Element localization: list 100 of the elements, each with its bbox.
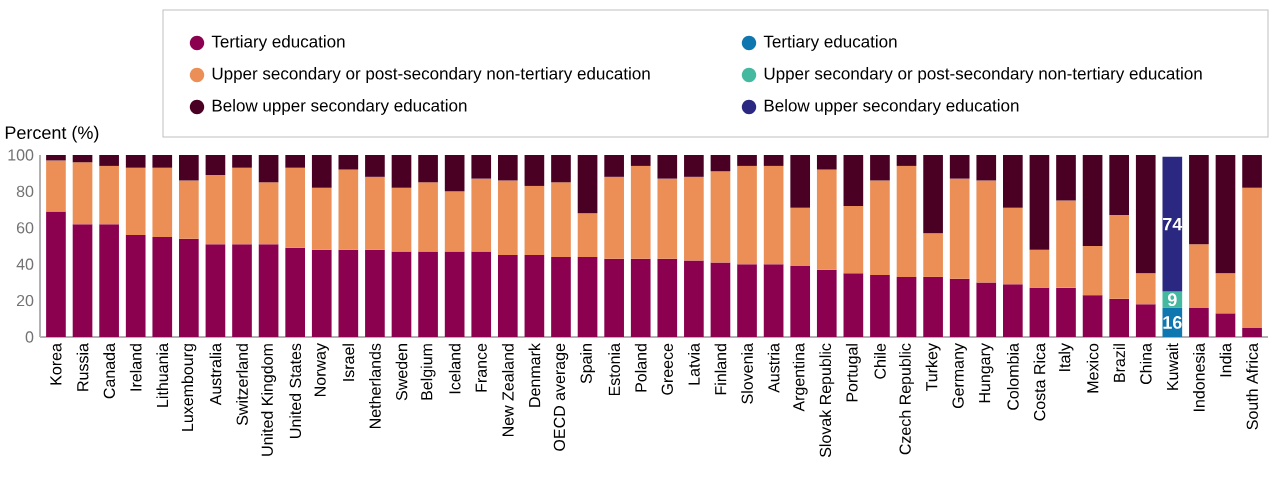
bar xyxy=(816,269,837,337)
bar xyxy=(311,155,332,188)
x-tick-label: Mexico xyxy=(1086,343,1099,393)
bar xyxy=(949,178,970,279)
x-tick-label: Brazil xyxy=(1113,344,1126,382)
bar xyxy=(737,165,757,265)
bar xyxy=(497,155,518,181)
bar xyxy=(1029,155,1050,250)
bar xyxy=(1189,307,1209,337)
bar xyxy=(1135,273,1156,305)
bar xyxy=(1215,273,1236,314)
legend-label: Tertiary education xyxy=(763,35,897,51)
bar xyxy=(710,171,731,263)
bar xyxy=(1029,249,1050,288)
x-tick-label: Greece xyxy=(661,343,673,395)
bar xyxy=(1056,287,1076,337)
bar xyxy=(338,169,359,250)
bar xyxy=(790,155,811,208)
bar xyxy=(790,266,811,337)
bar xyxy=(205,155,226,176)
bar xyxy=(125,155,146,168)
bar xyxy=(471,178,492,252)
bar xyxy=(365,155,385,177)
bar xyxy=(630,165,651,259)
bar xyxy=(1056,155,1076,201)
x-tick-label: Slovak Republic xyxy=(819,343,835,458)
bar xyxy=(657,258,678,337)
bar xyxy=(710,155,731,172)
x-tick-label: Switzerland xyxy=(236,344,248,426)
bar xyxy=(444,191,465,252)
bar xyxy=(1003,155,1023,208)
bar xyxy=(923,155,943,234)
bar xyxy=(577,256,598,337)
y-tick-label: 100 xyxy=(8,149,34,161)
bar xyxy=(365,176,385,250)
bar xyxy=(923,233,943,277)
bar xyxy=(976,180,997,283)
bar xyxy=(896,276,917,337)
bar xyxy=(391,155,412,188)
x-tick-label: Italy xyxy=(1058,343,1074,371)
y-tick-label: 60 xyxy=(16,222,34,234)
bar xyxy=(1003,207,1023,285)
x-tick-label: Hungary xyxy=(979,343,994,403)
bar xyxy=(604,155,624,177)
bar xyxy=(551,182,571,257)
x-tick-label: OECD average xyxy=(553,343,569,451)
y-tick-label: 40 xyxy=(16,258,34,270)
bar xyxy=(1162,156,1183,292)
bar xyxy=(391,251,412,337)
bar xyxy=(870,275,890,337)
bar xyxy=(179,238,199,337)
bar xyxy=(630,258,651,337)
bar xyxy=(843,155,864,206)
bar xyxy=(524,155,545,186)
x-tick-label: France xyxy=(475,343,487,392)
x-tick-label: Ireland xyxy=(129,344,142,391)
bar xyxy=(418,251,438,337)
bar xyxy=(551,155,571,183)
bar xyxy=(99,155,119,166)
bar xyxy=(657,155,678,179)
bar xyxy=(365,249,385,337)
bar xyxy=(1242,327,1262,337)
x-tick-label: Chile xyxy=(874,343,886,379)
bar xyxy=(232,155,252,168)
x-tick-label: United Kingdom xyxy=(261,344,277,456)
bar xyxy=(1242,155,1262,188)
legend-label: Below upper secondary education xyxy=(212,99,467,115)
data-label: 16 xyxy=(1163,316,1182,329)
bar xyxy=(258,244,279,337)
y-axis-title: Percent (%) xyxy=(5,125,99,143)
bar xyxy=(338,249,359,337)
bar xyxy=(338,155,359,170)
bar xyxy=(1109,155,1129,216)
bar xyxy=(577,155,598,214)
bar xyxy=(444,251,465,337)
bar xyxy=(870,155,890,181)
legend-label: Upper secondary or post-secondary non-tertiary education xyxy=(764,67,1202,83)
bar xyxy=(1135,304,1156,337)
bar xyxy=(179,155,199,181)
bar xyxy=(524,185,545,256)
bar xyxy=(923,276,943,337)
x-tick-label: Lithuania xyxy=(156,343,169,407)
bar xyxy=(99,224,119,337)
x-tick-label: Denmark xyxy=(528,343,541,407)
bar xyxy=(46,211,66,337)
bar xyxy=(311,249,332,337)
x-tick-label: United States xyxy=(289,343,302,438)
data-label: 9 xyxy=(1167,293,1177,307)
x-tick-label: Australia xyxy=(209,343,222,406)
x-tick-label: Belgium xyxy=(420,344,436,400)
bar xyxy=(497,180,518,256)
bar xyxy=(763,264,784,337)
bar xyxy=(710,262,731,337)
bar xyxy=(949,155,970,179)
bar xyxy=(391,187,412,252)
bar xyxy=(232,167,252,245)
bar xyxy=(976,282,997,337)
bar xyxy=(418,182,438,252)
x-tick-label: Norway xyxy=(314,343,329,396)
bar xyxy=(737,155,757,166)
